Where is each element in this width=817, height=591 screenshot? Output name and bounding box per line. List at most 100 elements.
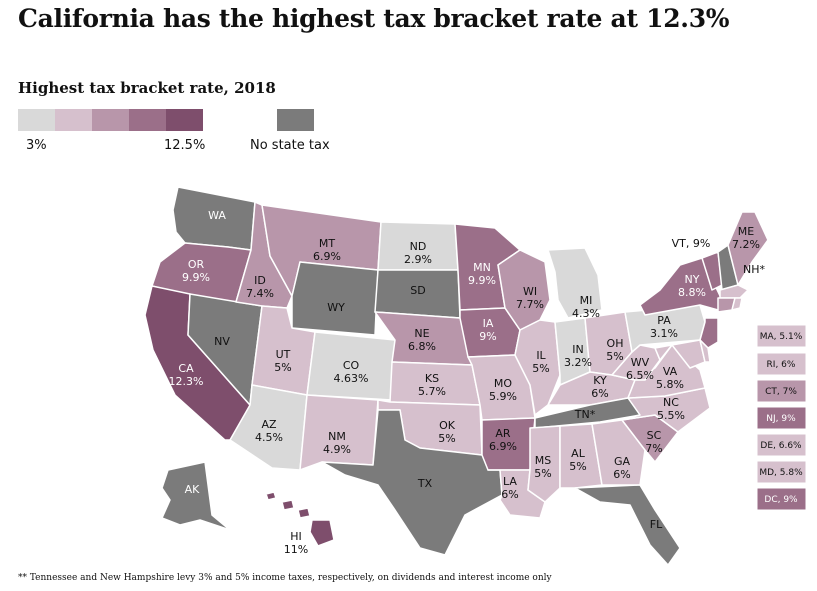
value-ok: 5%	[438, 432, 455, 445]
legend-min-label: 3%	[26, 138, 47, 153]
value-al: 5%	[569, 460, 586, 473]
label-wv: WV	[631, 356, 650, 369]
label-tn: TN*	[574, 408, 596, 421]
value-ia: 9%	[479, 330, 496, 343]
state-wi[interactable]	[497, 249, 551, 331]
value-ms: 5%	[534, 467, 551, 480]
label-az: AZ	[261, 418, 277, 431]
small-state-ma[interactable]: MA, 5.1%	[756, 324, 807, 348]
value-me: 7.2%	[732, 238, 760, 251]
state-fl[interactable]	[574, 484, 681, 566]
label-ks: KS	[425, 372, 439, 385]
value-ks: 5.7%	[418, 385, 446, 398]
value-nc: 5.5%	[657, 409, 685, 422]
label-la: LA	[503, 475, 517, 488]
small-state-dc[interactable]: DC, 9%	[756, 487, 807, 511]
value-ky: 6%	[591, 387, 608, 400]
label-fl: FL	[650, 518, 663, 531]
label-ky: KY	[593, 374, 607, 387]
value-mn: 9.9%	[468, 274, 496, 287]
label-nd: ND	[410, 240, 427, 253]
value-hi: 11%	[284, 543, 308, 556]
value-or: 9.9%	[182, 271, 210, 284]
value-ca: 12.3%	[169, 375, 204, 388]
value-sc: 7%	[645, 442, 662, 455]
label-tx: TX	[417, 477, 433, 490]
state-mi[interactable]	[547, 247, 603, 319]
state-al[interactable]	[559, 423, 603, 489]
value-in: 3.2%	[564, 356, 592, 369]
state-ri[interactable]	[731, 297, 743, 311]
label-nm: NM	[328, 430, 346, 443]
small-state-nj[interactable]: NJ, 9%	[756, 406, 807, 430]
legend-title: Highest tax bracket rate, 2018	[18, 79, 276, 97]
legend-swatch-2	[55, 109, 92, 131]
state-hi[interactable]	[265, 491, 335, 547]
state-de[interactable]	[699, 339, 711, 363]
value-nd: 2.9%	[404, 253, 432, 266]
label-nh: NH*	[743, 263, 766, 276]
small-state-ct[interactable]: CT, 7%	[756, 379, 807, 403]
label-ok: OK	[439, 419, 456, 432]
legend-swatch-5	[166, 109, 203, 131]
label-hi: HI	[290, 530, 302, 543]
small-state-md-label: MD, 5.8%	[759, 468, 803, 478]
value-wi: 7.7%	[516, 298, 544, 311]
value-la: 6%	[501, 488, 518, 501]
value-mt: 6.9%	[313, 250, 341, 263]
label-ne: NE	[414, 327, 429, 340]
label-wy: WY	[327, 301, 345, 314]
label-or: OR	[188, 258, 205, 271]
value-wv: 6.5%	[626, 369, 654, 382]
value-ne: 6.8%	[408, 340, 436, 353]
label-ga: GA	[614, 455, 631, 468]
legend-no-tax-label: No state tax	[250, 138, 330, 153]
label-id: ID	[254, 274, 266, 287]
small-state-md[interactable]: MD, 5.8%	[756, 460, 807, 484]
small-state-ri[interactable]: RI, 6%	[756, 352, 807, 376]
value-ut: 5%	[274, 361, 291, 374]
small-state-dc-label: DC, 9%	[764, 495, 798, 505]
value-va: 5.8%	[656, 378, 684, 391]
label-sd: SD	[410, 284, 425, 297]
value-nm: 4.9%	[323, 443, 351, 456]
legend-swatch-4	[129, 109, 166, 131]
state-wy[interactable]	[291, 261, 379, 336]
value-ar: 6.9%	[489, 440, 517, 453]
label-ny: NY	[685, 273, 700, 286]
state-tx[interactable]	[321, 409, 503, 556]
label-ak: AK	[185, 483, 201, 496]
small-state-de-label: DE, 6.6%	[760, 441, 802, 451]
label-mo: MO	[494, 377, 512, 390]
label-al: AL	[571, 447, 586, 460]
state-ga[interactable]	[591, 419, 646, 486]
label-oh: OH	[607, 337, 624, 350]
label-ca: CA	[178, 362, 194, 375]
footnote: ** Tennessee and New Hampshire levy 3% a…	[18, 573, 552, 583]
state-ma[interactable]	[719, 284, 749, 299]
label-vt: VT, 9%	[672, 237, 711, 250]
label-in: IN	[572, 343, 583, 356]
label-ar: AR	[495, 427, 511, 440]
small-state-ct-label: CT, 7%	[765, 387, 797, 397]
value-ga: 6%	[613, 468, 630, 481]
value-ny: 8.8%	[678, 286, 706, 299]
label-ia: IA	[483, 317, 494, 330]
value-id: 7.4%	[246, 287, 274, 300]
legend-swatch-1	[18, 109, 55, 131]
value-il: 5%	[532, 362, 549, 375]
label-il: IL	[536, 349, 546, 362]
legend-max-label: 12.5%	[164, 138, 206, 153]
label-co: CO	[343, 359, 360, 372]
legend-swatch-3	[92, 109, 129, 131]
small-state-de[interactable]: DE, 6.6%	[756, 433, 807, 457]
label-mi: MI	[580, 294, 593, 307]
label-ut: UT	[276, 348, 291, 361]
label-mt: MT	[319, 237, 335, 250]
state-ak[interactable]	[161, 461, 231, 531]
value-az: 4.5%	[255, 431, 283, 444]
value-co: 4.63%	[334, 372, 369, 385]
value-oh: 5%	[606, 350, 623, 363]
